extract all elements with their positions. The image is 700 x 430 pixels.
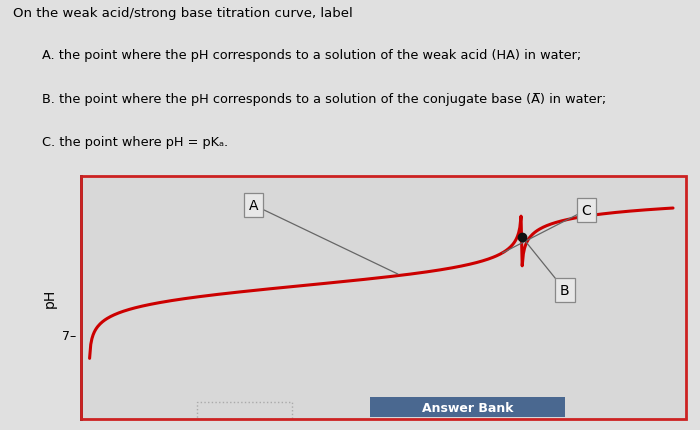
Text: B: B <box>560 283 570 298</box>
Y-axis label: pH: pH <box>43 288 57 307</box>
Text: On the weak acid/strong base titration curve, label: On the weak acid/strong base titration c… <box>13 7 352 20</box>
Bar <box>197 402 293 419</box>
FancyBboxPatch shape <box>370 397 565 417</box>
Text: C: C <box>582 203 591 217</box>
Text: A. the point where the pH corresponds to a solution of the weak acid (HA) in wat: A. the point where the pH corresponds to… <box>42 49 581 62</box>
Text: Answer Bank: Answer Bank <box>422 401 513 414</box>
Text: A: A <box>248 199 258 212</box>
Text: C. the point where pH = pKₐ.: C. the point where pH = pKₐ. <box>42 136 228 149</box>
Text: B. the point where the pH corresponds to a solution of the conjugate base (A̅) i: B. the point where the pH corresponds to… <box>42 92 606 105</box>
